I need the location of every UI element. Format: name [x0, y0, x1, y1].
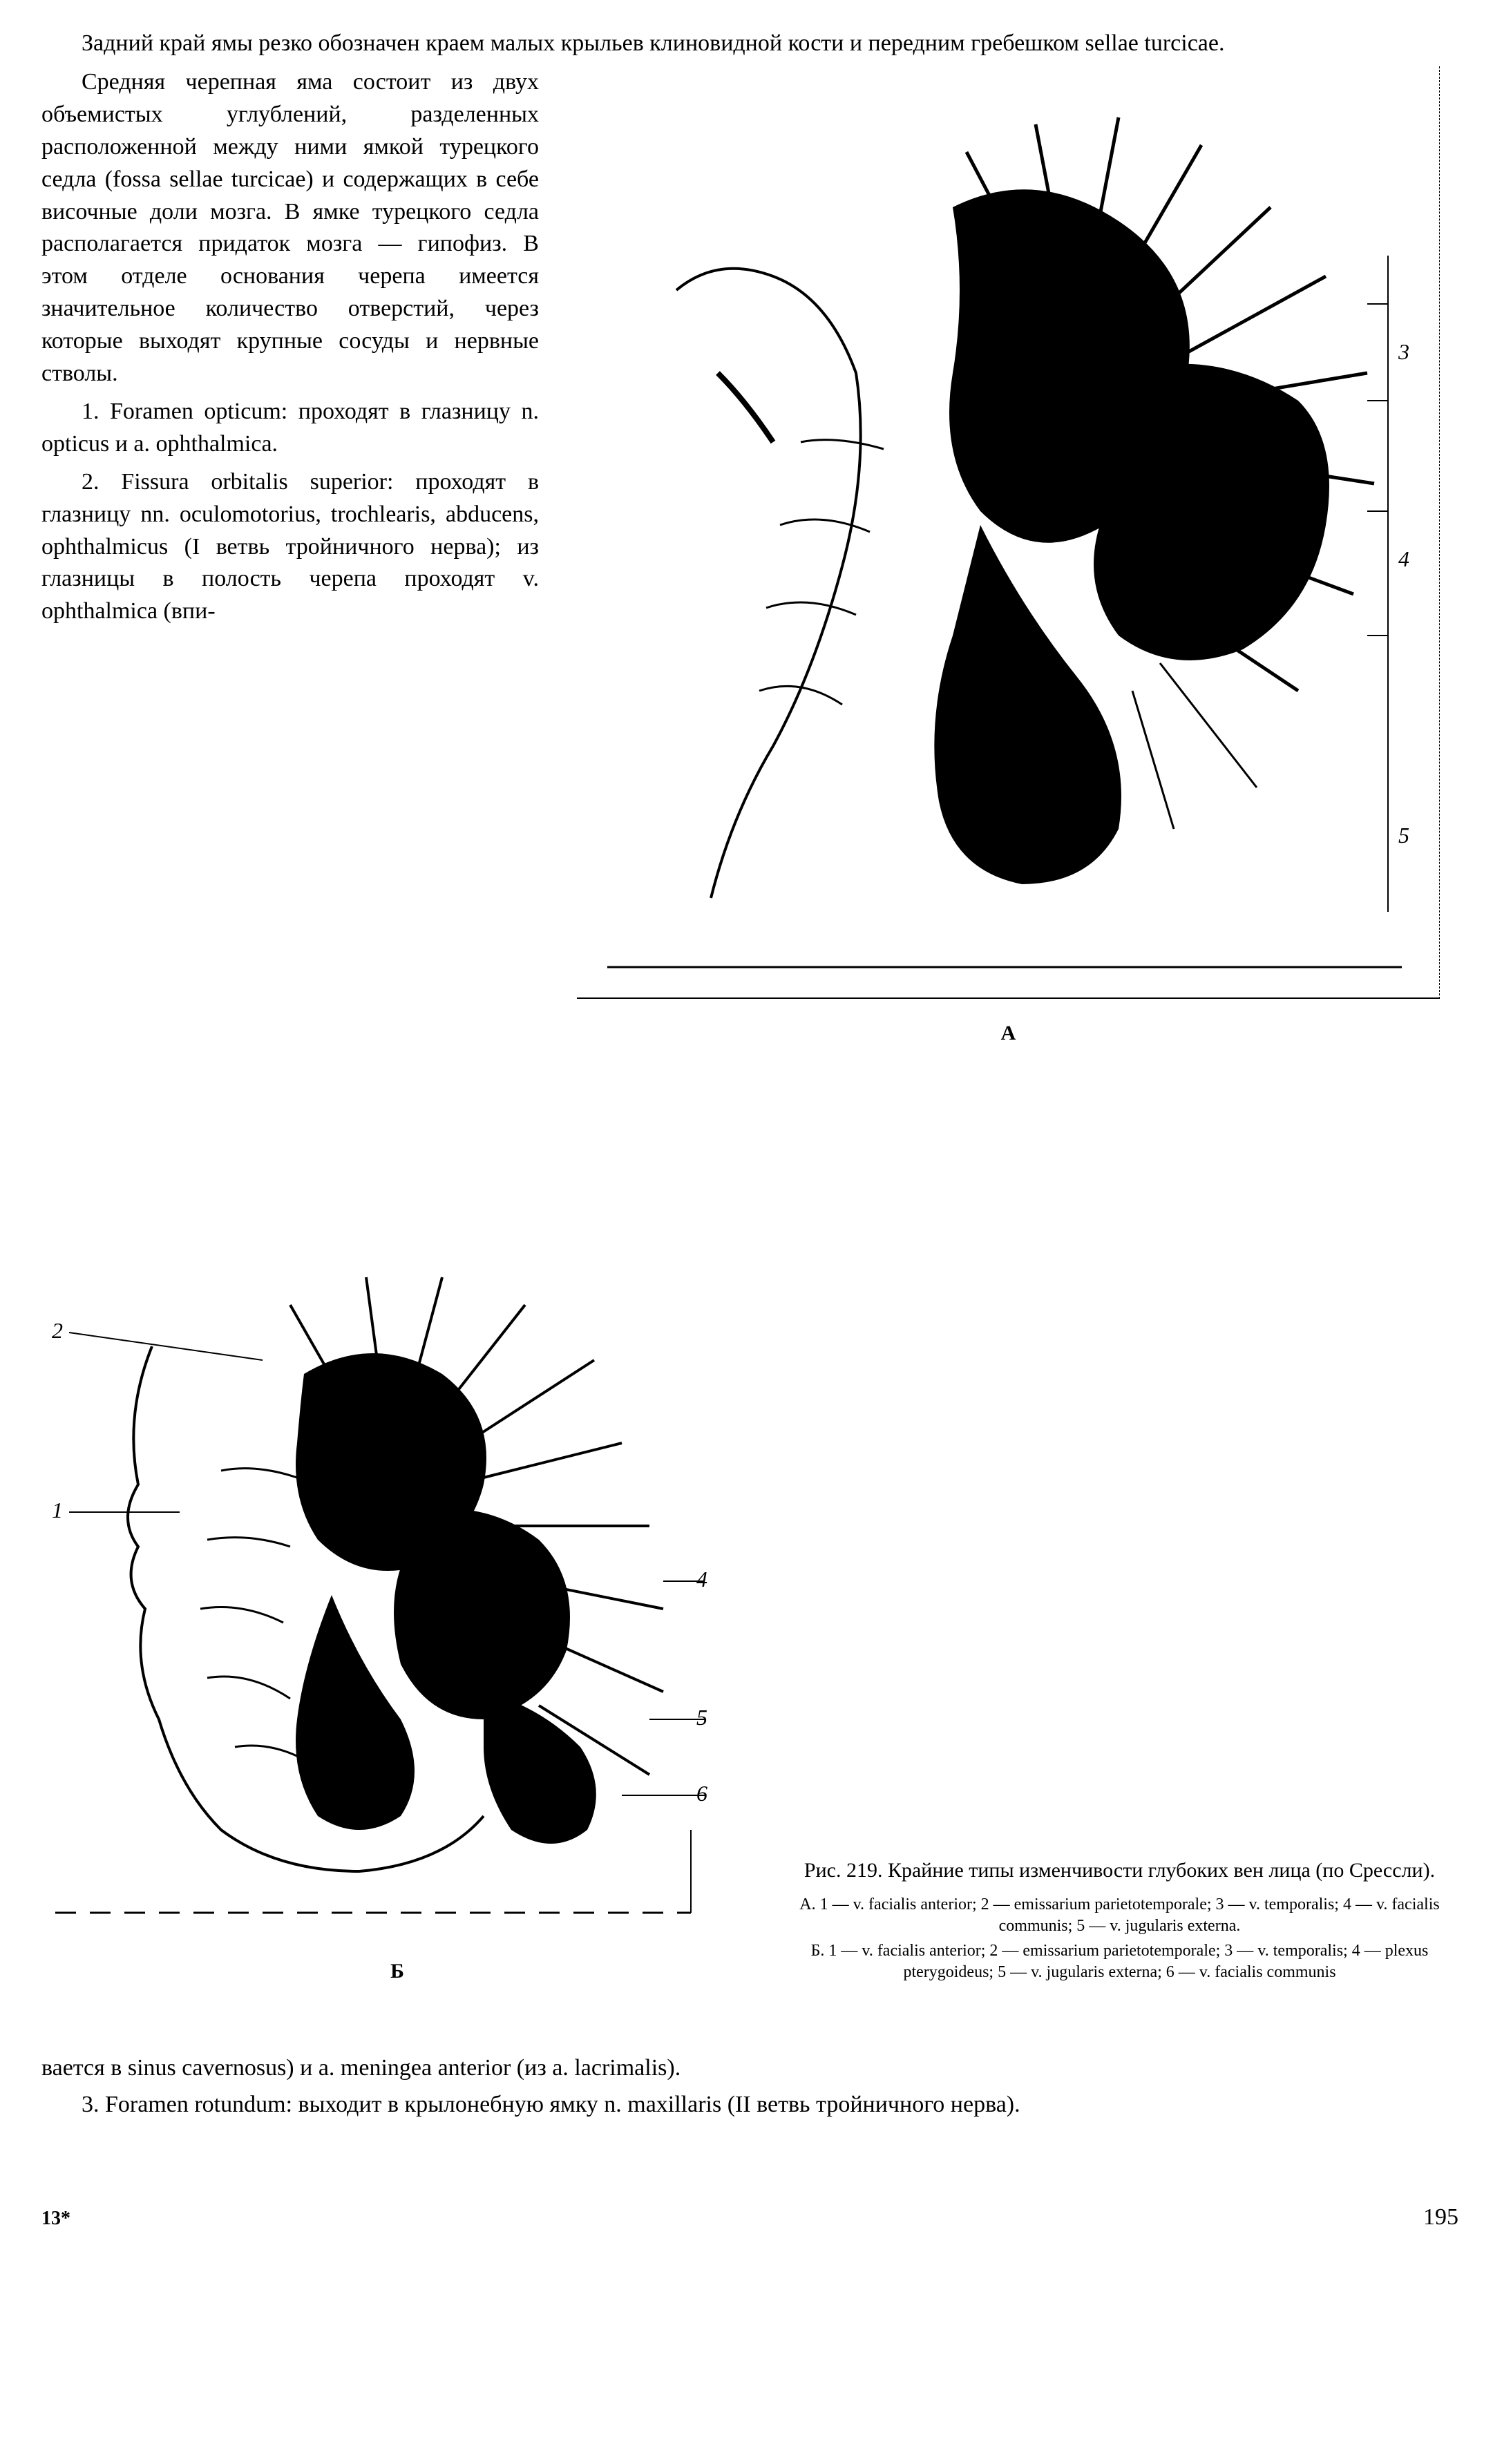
caption-title: Рис. 219. Крайние типы изменчивости глуб… [781, 1857, 1458, 1885]
paragraph-4: вается в sinus cavernosus) и a. meningea… [41, 2052, 1458, 2085]
paragraph-1: Средняя черепная яма состоит из двух объ… [41, 66, 539, 390]
figure-b-illustration: 2 1 4 5 6 [41, 1222, 719, 1927]
intro-paragraph: Задний край ямы резко обозначен краем ма… [41, 28, 1458, 59]
figure-a-illustration: 3 4 5 [593, 83, 1423, 981]
caption-part-b: Б. 1 — v. facialis anterior; 2 — emissar… [781, 1940, 1458, 1983]
caption-column: Рис. 219. Крайние типы изменчивости глуб… [781, 1857, 1458, 1983]
figure-a-callout-4: 4 [1398, 546, 1409, 571]
figure-b-callout-6: 6 [696, 1781, 707, 1806]
mid-spacer [41, 1070, 1458, 1222]
paragraph-3: 2. Fissura orbitalis superior: проходят … [41, 466, 539, 629]
figure-b-column: 2 1 4 5 6 Б [41, 1222, 753, 1983]
paragraph-5: 3. Foramen rotundum: выходит в крылонебн… [41, 2089, 1458, 2121]
figure-a-label: А [558, 1022, 1458, 1045]
figure-a-box: 3 4 5 [577, 66, 1440, 999]
figure-a-column: 3 4 5 А [558, 66, 1458, 1045]
caption-part-a: А. 1 — v. facialis anterior; 2 — emissar… [781, 1894, 1458, 1936]
paragraph-2: 1. Foramen opticum: проходят в глазницу … [41, 396, 539, 461]
figure-b-callout-1: 1 [52, 1498, 63, 1522]
figure-b-callout-2: 2 [52, 1318, 63, 1343]
page: Задний край ямы резко обозначен краем ма… [41, 28, 1458, 2231]
top-two-column: Средняя черепная яма состоит из двух объ… [41, 66, 1458, 1045]
figure-b-label: Б [41, 1960, 753, 1983]
final-text-block: вается в sinus cavernosus) и a. meningea… [41, 2052, 1458, 2121]
figure-b-callout-5: 5 [696, 1705, 707, 1730]
figure-b-callout-4: 4 [696, 1567, 707, 1592]
left-text-column: Средняя черепная яма состоит из двух объ… [41, 66, 539, 633]
figure-a-callout-5: 5 [1398, 823, 1409, 848]
footer-signature-mark: 13* [41, 2208, 70, 2230]
page-number: 195 [1423, 2204, 1458, 2231]
figure-a-callout-3: 3 [1398, 339, 1409, 364]
bottom-two-column: 2 1 4 5 6 Б Рис. 219. Крайние типы измен… [41, 1222, 1458, 1983]
page-footer: 13* 195 [41, 2204, 1458, 2231]
